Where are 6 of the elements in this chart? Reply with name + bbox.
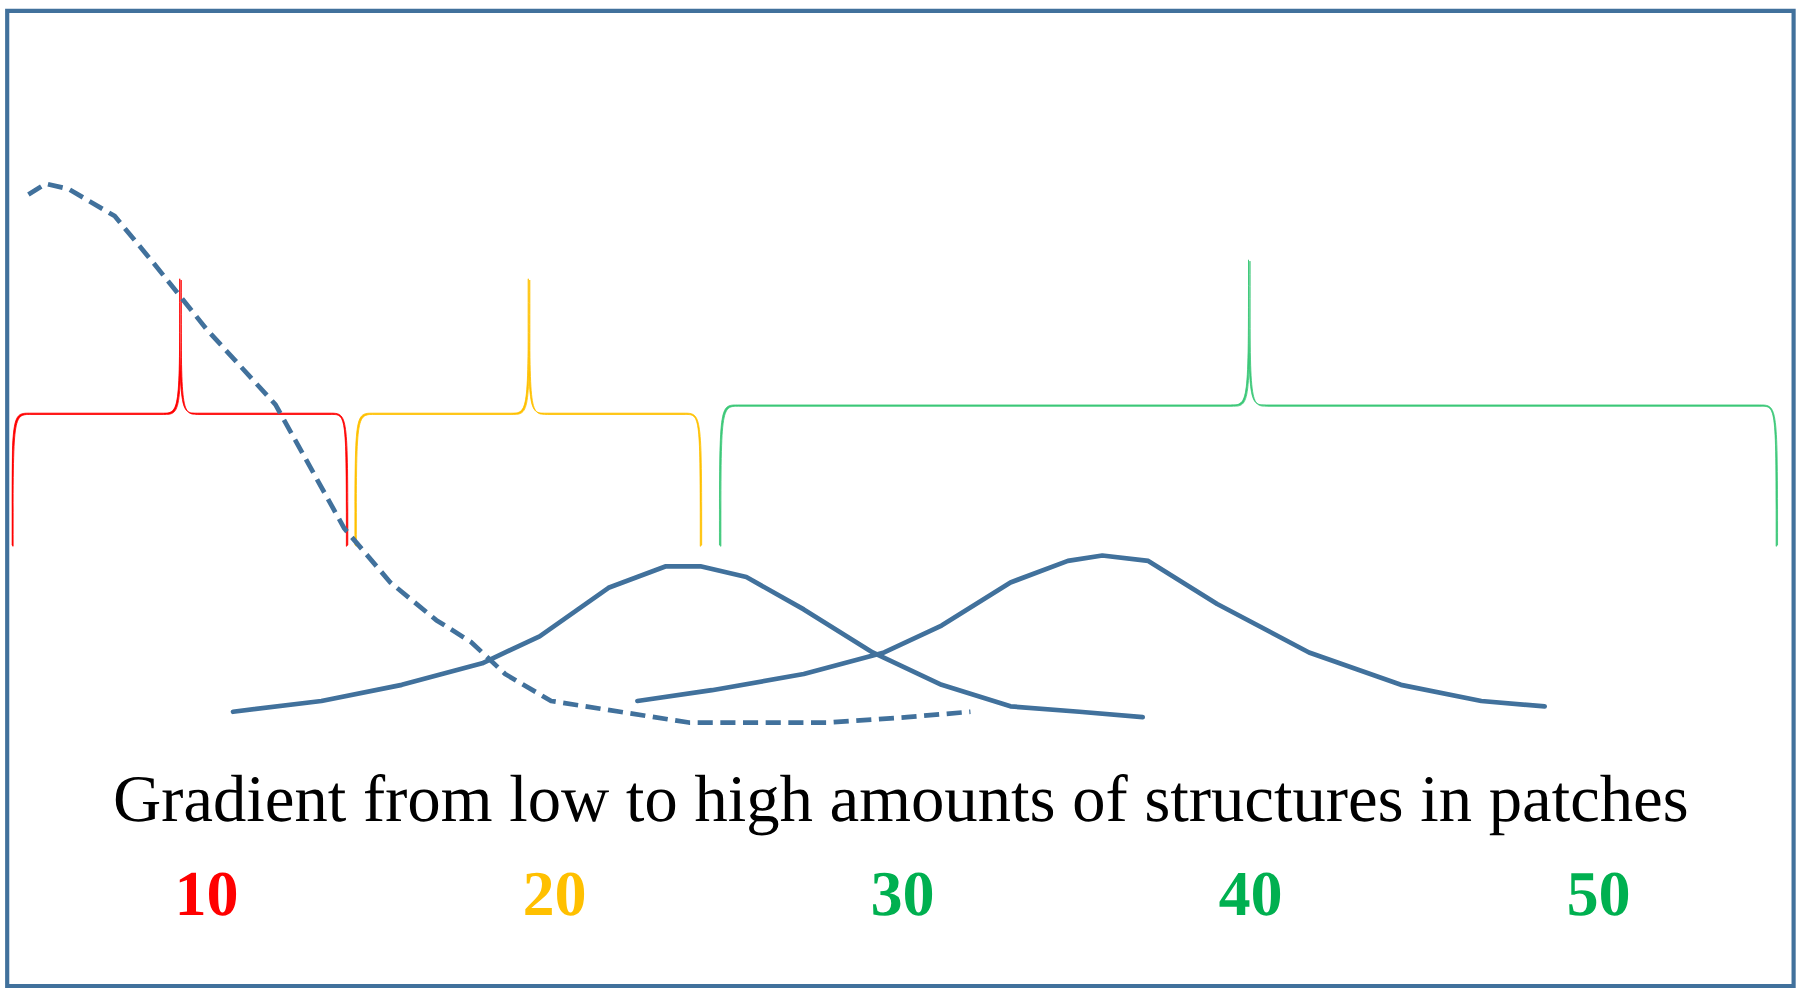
x-tick-label: 10 — [179, 872, 237, 916]
x-axis-title: Gradient from low to high amounts of structures in patches — [115, 774, 1687, 836]
x-tick-label: 20 — [525, 872, 585, 916]
x-tick-label: 30 — [873, 872, 933, 916]
x-tick-label: 40 — [1219, 872, 1281, 916]
x-tick-label: 50 — [1569, 872, 1629, 916]
